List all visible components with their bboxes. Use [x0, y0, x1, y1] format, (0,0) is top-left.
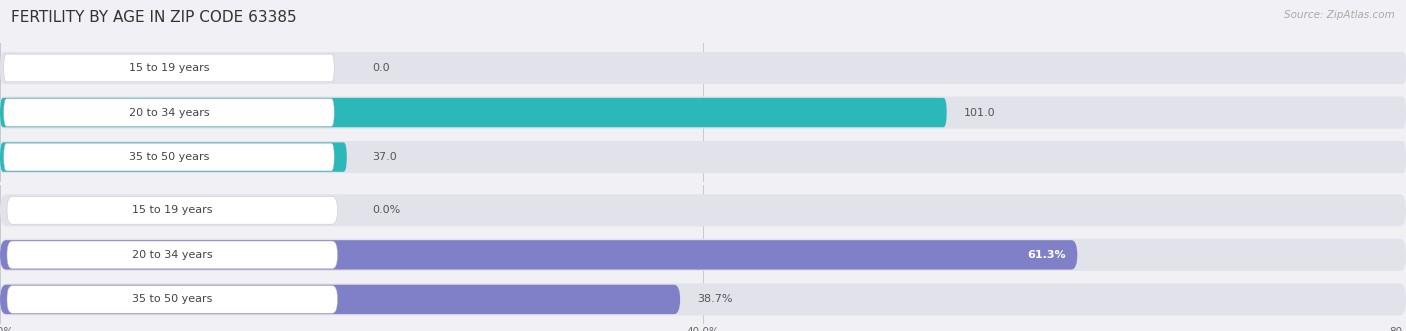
Text: 15 to 19 years: 15 to 19 years: [132, 205, 212, 215]
Text: 61.3%: 61.3%: [1028, 250, 1066, 260]
FancyBboxPatch shape: [7, 286, 337, 313]
FancyBboxPatch shape: [4, 54, 335, 82]
FancyBboxPatch shape: [0, 240, 1077, 269]
FancyBboxPatch shape: [0, 239, 1406, 271]
Text: 20 to 34 years: 20 to 34 years: [132, 250, 212, 260]
FancyBboxPatch shape: [7, 241, 337, 269]
FancyBboxPatch shape: [0, 283, 1406, 315]
Text: 35 to 50 years: 35 to 50 years: [132, 295, 212, 305]
Text: 38.7%: 38.7%: [697, 295, 733, 305]
Text: FERTILITY BY AGE IN ZIP CODE 63385: FERTILITY BY AGE IN ZIP CODE 63385: [11, 10, 297, 25]
FancyBboxPatch shape: [0, 141, 1406, 173]
FancyBboxPatch shape: [0, 285, 681, 314]
FancyBboxPatch shape: [0, 142, 347, 172]
Text: 15 to 19 years: 15 to 19 years: [129, 63, 209, 73]
Text: 37.0: 37.0: [373, 152, 398, 162]
Text: 101.0: 101.0: [963, 108, 995, 118]
FancyBboxPatch shape: [0, 194, 1406, 226]
FancyBboxPatch shape: [0, 97, 1406, 128]
Text: 0.0%: 0.0%: [373, 205, 401, 215]
FancyBboxPatch shape: [0, 52, 1406, 84]
Text: 20 to 34 years: 20 to 34 years: [128, 108, 209, 118]
Text: 0.0: 0.0: [373, 63, 391, 73]
Text: Source: ZipAtlas.com: Source: ZipAtlas.com: [1284, 10, 1395, 20]
FancyBboxPatch shape: [7, 197, 337, 224]
FancyBboxPatch shape: [4, 99, 335, 126]
FancyBboxPatch shape: [4, 143, 335, 171]
Text: 35 to 50 years: 35 to 50 years: [129, 152, 209, 162]
FancyBboxPatch shape: [0, 98, 946, 127]
